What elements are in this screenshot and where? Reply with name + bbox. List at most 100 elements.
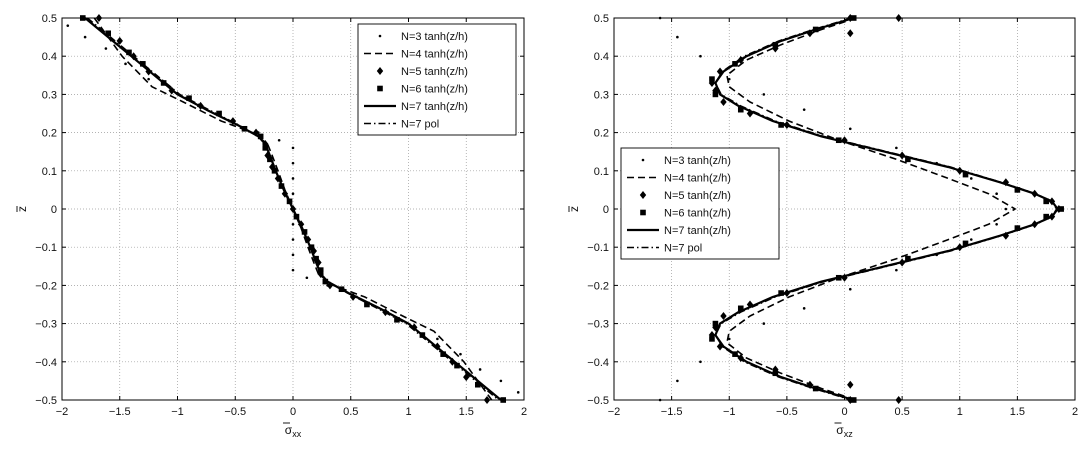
series-6: [86, 17, 500, 401]
y-tick-label: 0.4: [42, 51, 57, 63]
data-point: [186, 95, 192, 102]
data-point: [962, 171, 969, 178]
data-point: [475, 381, 481, 388]
x-tick-label: −1: [723, 406, 736, 418]
series-6: [714, 17, 1058, 401]
y-tick-label: 0.2: [594, 128, 609, 140]
legend-marker: [640, 209, 646, 216]
legend-marker: [641, 158, 645, 162]
data-point: [291, 268, 295, 272]
series-2: [726, 17, 1016, 401]
series-line: [86, 17, 500, 401]
series-line: [726, 17, 1016, 401]
y-tick-label: −0.2: [587, 280, 609, 292]
data-point: [140, 61, 146, 67]
data-point: [1004, 207, 1008, 211]
y-axis-label: z: [15, 206, 29, 212]
legend-box: [357, 23, 517, 136]
x-tick-label: 0: [841, 406, 847, 418]
series-5: [84, 17, 502, 401]
data-point: [712, 323, 719, 332]
data-point: [229, 117, 237, 126]
data-point: [905, 156, 911, 163]
data-point: [216, 110, 222, 117]
data-point: [291, 253, 295, 257]
y-tick-label: 0.4: [594, 51, 609, 63]
y-tick-label: 0.3: [594, 89, 609, 101]
data-point: [291, 146, 295, 150]
data-point: [848, 127, 852, 131]
data-point: [778, 122, 784, 128]
data-point: [1058, 206, 1064, 212]
data-point: [969, 238, 973, 241]
y-tick-label: 0.3: [42, 89, 57, 101]
data-point: [802, 307, 806, 310]
x-tick-label: 0: [290, 406, 296, 418]
data-point: [699, 54, 702, 58]
data-point: [905, 255, 911, 262]
y-tick-label: −0.2: [35, 280, 57, 292]
x-tick-label: 2: [521, 406, 527, 418]
data-point: [737, 305, 744, 312]
data-point: [1014, 225, 1021, 231]
legend-label: N=7 tanh(z/h): [401, 101, 468, 113]
legend-label: N=7 tanh(z/h): [664, 225, 731, 237]
data-point: [778, 290, 784, 296]
data-point: [762, 93, 766, 96]
data-point: [962, 240, 969, 247]
data-point: [720, 98, 727, 107]
legend-marker: [639, 191, 647, 199]
data-point: [305, 276, 309, 280]
data-point: [995, 192, 998, 196]
data-point: [267, 156, 273, 163]
y-tick-label: 0.1: [42, 166, 57, 178]
x-tick-label: −0.5: [224, 406, 246, 418]
legend-label: N=4 tanh(z/h): [664, 173, 731, 185]
legend-label: N=6 tanh(z/h): [401, 84, 468, 96]
legend-marker: [377, 85, 383, 92]
data-point: [806, 380, 814, 389]
x-axis-label: σxx: [285, 423, 302, 439]
legend-label: N=7 pol: [664, 243, 702, 255]
legend-label: N=3 tanh(z/h): [664, 155, 731, 167]
y-tick-label: −0.1: [35, 242, 57, 254]
data-point: [83, 35, 87, 39]
data-point: [262, 145, 269, 151]
data-point: [802, 108, 806, 111]
x-tick-label: −2: [608, 406, 621, 418]
data-point: [847, 29, 854, 38]
x-tick-label: 1.5: [1010, 406, 1025, 418]
legend-label: N=7 pol: [401, 119, 439, 131]
x-tick-label: −1.5: [661, 406, 683, 418]
data-point: [848, 287, 852, 291]
y-tick-label: 0.5: [42, 13, 57, 25]
y-tick-label: 0.2: [42, 128, 57, 140]
data-point: [806, 29, 814, 38]
y-tick-label: 0: [603, 204, 609, 216]
x-axis-label: σxz: [836, 423, 853, 439]
data-point: [516, 391, 520, 394]
y-tick-label: 0: [51, 204, 57, 216]
chart-panel-2: −2 −1.5 −1 −0.5 0 0.5 1 1.5 2 −0.5 −0.4 −0.3 −0.2 −0.…: [567, 13, 1078, 439]
data-point: [291, 177, 295, 180]
chart-panel-1: −2 −1.5 −1 −0.5 0 0.5 1 1.5 2 −0.5 −0.4 −0.3 −0.2 −0.…: [15, 13, 527, 439]
data-point: [847, 380, 854, 389]
y-tick-label: −0.5: [35, 395, 57, 407]
data-point: [124, 62, 127, 66]
y-axis-label: z: [567, 206, 581, 212]
data-point: [712, 91, 719, 98]
series-line: [714, 17, 1058, 401]
data-point: [66, 24, 70, 27]
x-tick-label: 0.5: [343, 406, 358, 418]
legend-label: N=4 tanh(z/h): [401, 49, 468, 61]
legend-label: N=5 tanh(z/h): [664, 190, 731, 202]
data-point: [291, 222, 295, 226]
data-point: [1043, 213, 1049, 220]
x-tick-label: −1.5: [109, 406, 131, 418]
data-point: [1014, 187, 1021, 193]
data-point: [271, 168, 278, 174]
y-tick-label: −0.1: [587, 242, 609, 254]
data-point: [712, 86, 719, 95]
legend-label: N=6 tanh(z/h): [664, 208, 731, 220]
